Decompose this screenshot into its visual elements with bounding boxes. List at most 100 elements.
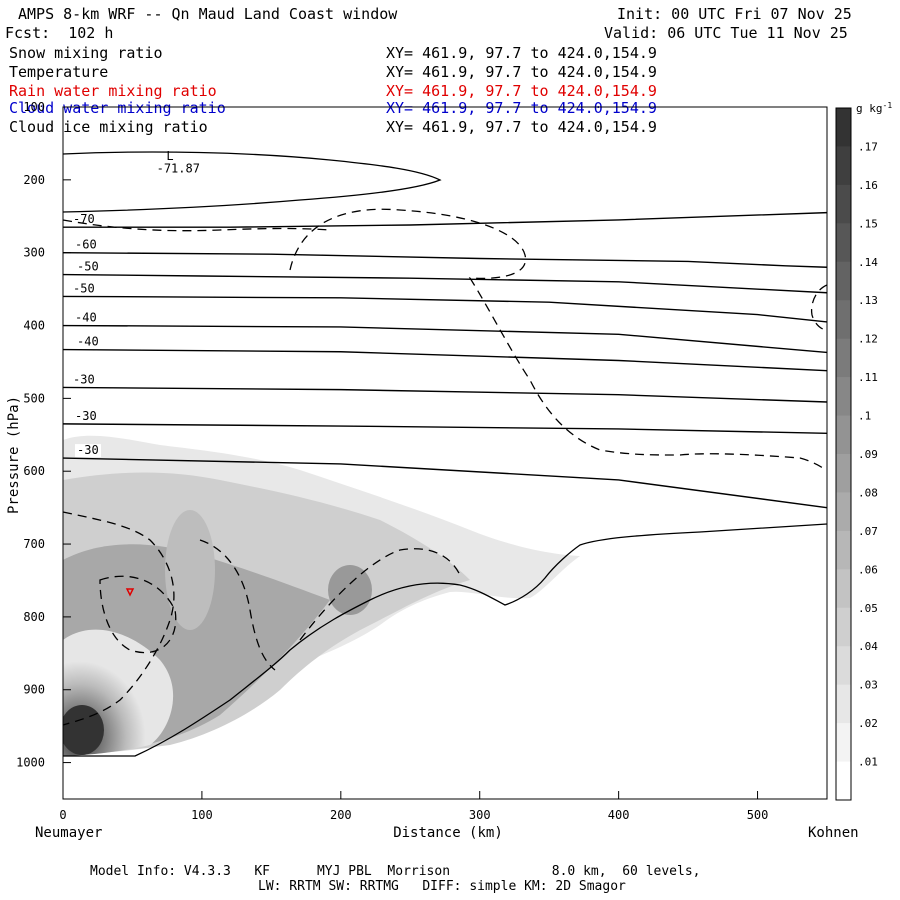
snow-shading [63, 435, 580, 756]
y-axis-label: Pressure (hPa) [6, 396, 22, 514]
cloud-ice-contour-loop [99, 575, 177, 654]
temperature-contours: -70 -60 -50 -50 -40 -40 -30 -30 -30 [62, 211, 828, 509]
cloud-ice-contour-right [299, 548, 461, 641]
colorbar-swatch [836, 607, 851, 647]
field-temperature-label: Temperature [9, 63, 109, 81]
terrain-outline [63, 523, 828, 757]
colorbar-swatch [836, 108, 851, 147]
top-contour [62, 151, 442, 213]
temperature-contour-label: -50 [73, 281, 95, 295]
cloud-ice-contour-right-edge [810, 284, 828, 331]
forecast-hour: Fcst: 102 h [5, 24, 114, 42]
cloud-ice-contour-mid [199, 539, 276, 671]
temperature-contour [62, 348, 828, 372]
colorbar-swatch [836, 415, 851, 455]
cloud-ice-contour [289, 208, 828, 471]
init-time: Init: 00 UTC Fri 07 Nov 25 [617, 5, 852, 23]
annotations: L-71.87 [157, 149, 200, 175]
colorbar-level-label: .04 [858, 640, 878, 653]
field-cloudwater-xy: XY= 461.9, 97.7 to 424.0,154.9 [386, 99, 657, 117]
y-axis: 100 200 300 400 500 600 700 800 900 1000 [16, 100, 71, 770]
colorbar-swatch [836, 723, 851, 763]
valid-time: Valid: 06 UTC Tue 11 Nov 25 [604, 24, 848, 42]
model-info: Model Info: V4.3.3 KF MYJ PBL Morrison 8… [90, 864, 701, 879]
colorbar-swatch [836, 146, 851, 186]
snow-shading-max [63, 705, 104, 755]
colorbar-level-label: .01 [858, 756, 878, 769]
temperature-contour [62, 386, 828, 403]
colorbar-unit: g kg-1 [856, 101, 892, 115]
x-tick-label: 200 [330, 808, 352, 822]
colorbar-swatch [836, 261, 851, 301]
field-cloudwater-label: Cloud water mixing ratio [9, 99, 226, 117]
colorbar-level-label: .1 [858, 410, 871, 423]
field-temperature-xy: XY= 461.9, 97.7 to 424.0,154.9 [386, 63, 657, 81]
colorbar-level-label: .13 [858, 294, 878, 307]
colorbar-level-label: .11 [858, 371, 878, 384]
colorbar-swatch [836, 684, 851, 724]
colorbar: g kg-1 .01 .02 .03 .04 .05 .06 .07 .08 .09 .1 .11.… [835, 101, 892, 801]
contour-label-bg [73, 311, 99, 325]
field-rain-label: Rain water mixing ratio [9, 82, 217, 100]
temperature-contour-label: -40 [75, 311, 97, 325]
colorbar-level-label: .05 [858, 602, 878, 615]
colorbar-swatch [836, 377, 851, 417]
colorbar-level-label: .15 [858, 217, 878, 230]
x-axis-label: Distance (km) [393, 825, 503, 841]
field-snow-xy: XY= 461.9, 97.7 to 424.0,154.9 [386, 44, 657, 62]
field-rain-xy: XY= 461.9, 97.7 to 424.0,154.9 [386, 82, 657, 100]
x-tick-label: 400 [608, 808, 630, 822]
colorbar-swatch [836, 492, 851, 532]
x-tick-label: 300 [469, 808, 491, 822]
temperature-contour [62, 423, 828, 435]
colorbar-level-label: .17 [858, 140, 878, 153]
x-tick-label: 100 [191, 808, 213, 822]
colorbar-level-label: .02 [858, 717, 878, 730]
colorbar-level-label: .09 [858, 448, 878, 461]
y-tick-label: 800 [23, 610, 45, 624]
temperature-contour-label: -30 [77, 443, 99, 457]
colorbar-swatch [836, 761, 851, 801]
y-tick-label: 900 [23, 683, 45, 697]
y-tick-label: 1000 [16, 756, 45, 770]
temperature-contour [62, 295, 828, 323]
temperature-contour-label: -30 [75, 409, 97, 423]
contour-label-bg [73, 238, 99, 252]
colorbar-swatch [836, 300, 851, 340]
x-right-station: Kohnen [808, 825, 859, 841]
temperature-contour [62, 251, 828, 268]
colorbar-swatch [836, 569, 851, 609]
temperature-contour-label: -30 [73, 372, 95, 386]
y-tick-label: 400 [23, 319, 45, 333]
contour-label-bg [75, 260, 101, 274]
colorbar-level-label: .16 [858, 179, 878, 192]
contour-label-bg [75, 335, 101, 349]
colorbar-level-label: .14 [858, 256, 878, 269]
y-tick-label: 500 [23, 391, 45, 405]
colorbar-swatch [836, 223, 851, 263]
rain-marker [125, 588, 135, 597]
contour-label-bg [71, 213, 97, 227]
y-tick-label: 200 [23, 173, 45, 187]
contour-label-bg [71, 282, 97, 296]
cloud-ice-contour-lower [62, 511, 175, 726]
colorbar-swatch [836, 646, 851, 686]
y-tick-label: 600 [23, 464, 45, 478]
x-tick-label: 500 [747, 808, 769, 822]
field-cloudice-label: Cloud ice mixing ratio [9, 118, 208, 136]
y-tick-label: 300 [23, 246, 45, 260]
temperature-contour [62, 324, 828, 354]
cloud-ice-contour-upper [62, 219, 331, 232]
colorbar-level-label: .07 [858, 525, 878, 538]
temperature-contour-label: -70 [73, 212, 95, 226]
chart-title: AMPS 8-km WRF -- Qn Maud Land Coast wind… [18, 5, 398, 23]
contour-label-bg [71, 373, 97, 387]
contour-label-bg [75, 444, 101, 458]
temperature-contour-label: -50 [77, 260, 99, 274]
model-physics: LW: RRTM SW: RRTMG DIFF: simple KM: 2D S… [258, 879, 626, 894]
colorbar-frame [835, 107, 852, 801]
field-snow-label: Snow mixing ratio [9, 44, 163, 62]
temperature-contour-label: -40 [77, 335, 99, 349]
colorbar-swatch [836, 454, 851, 493]
